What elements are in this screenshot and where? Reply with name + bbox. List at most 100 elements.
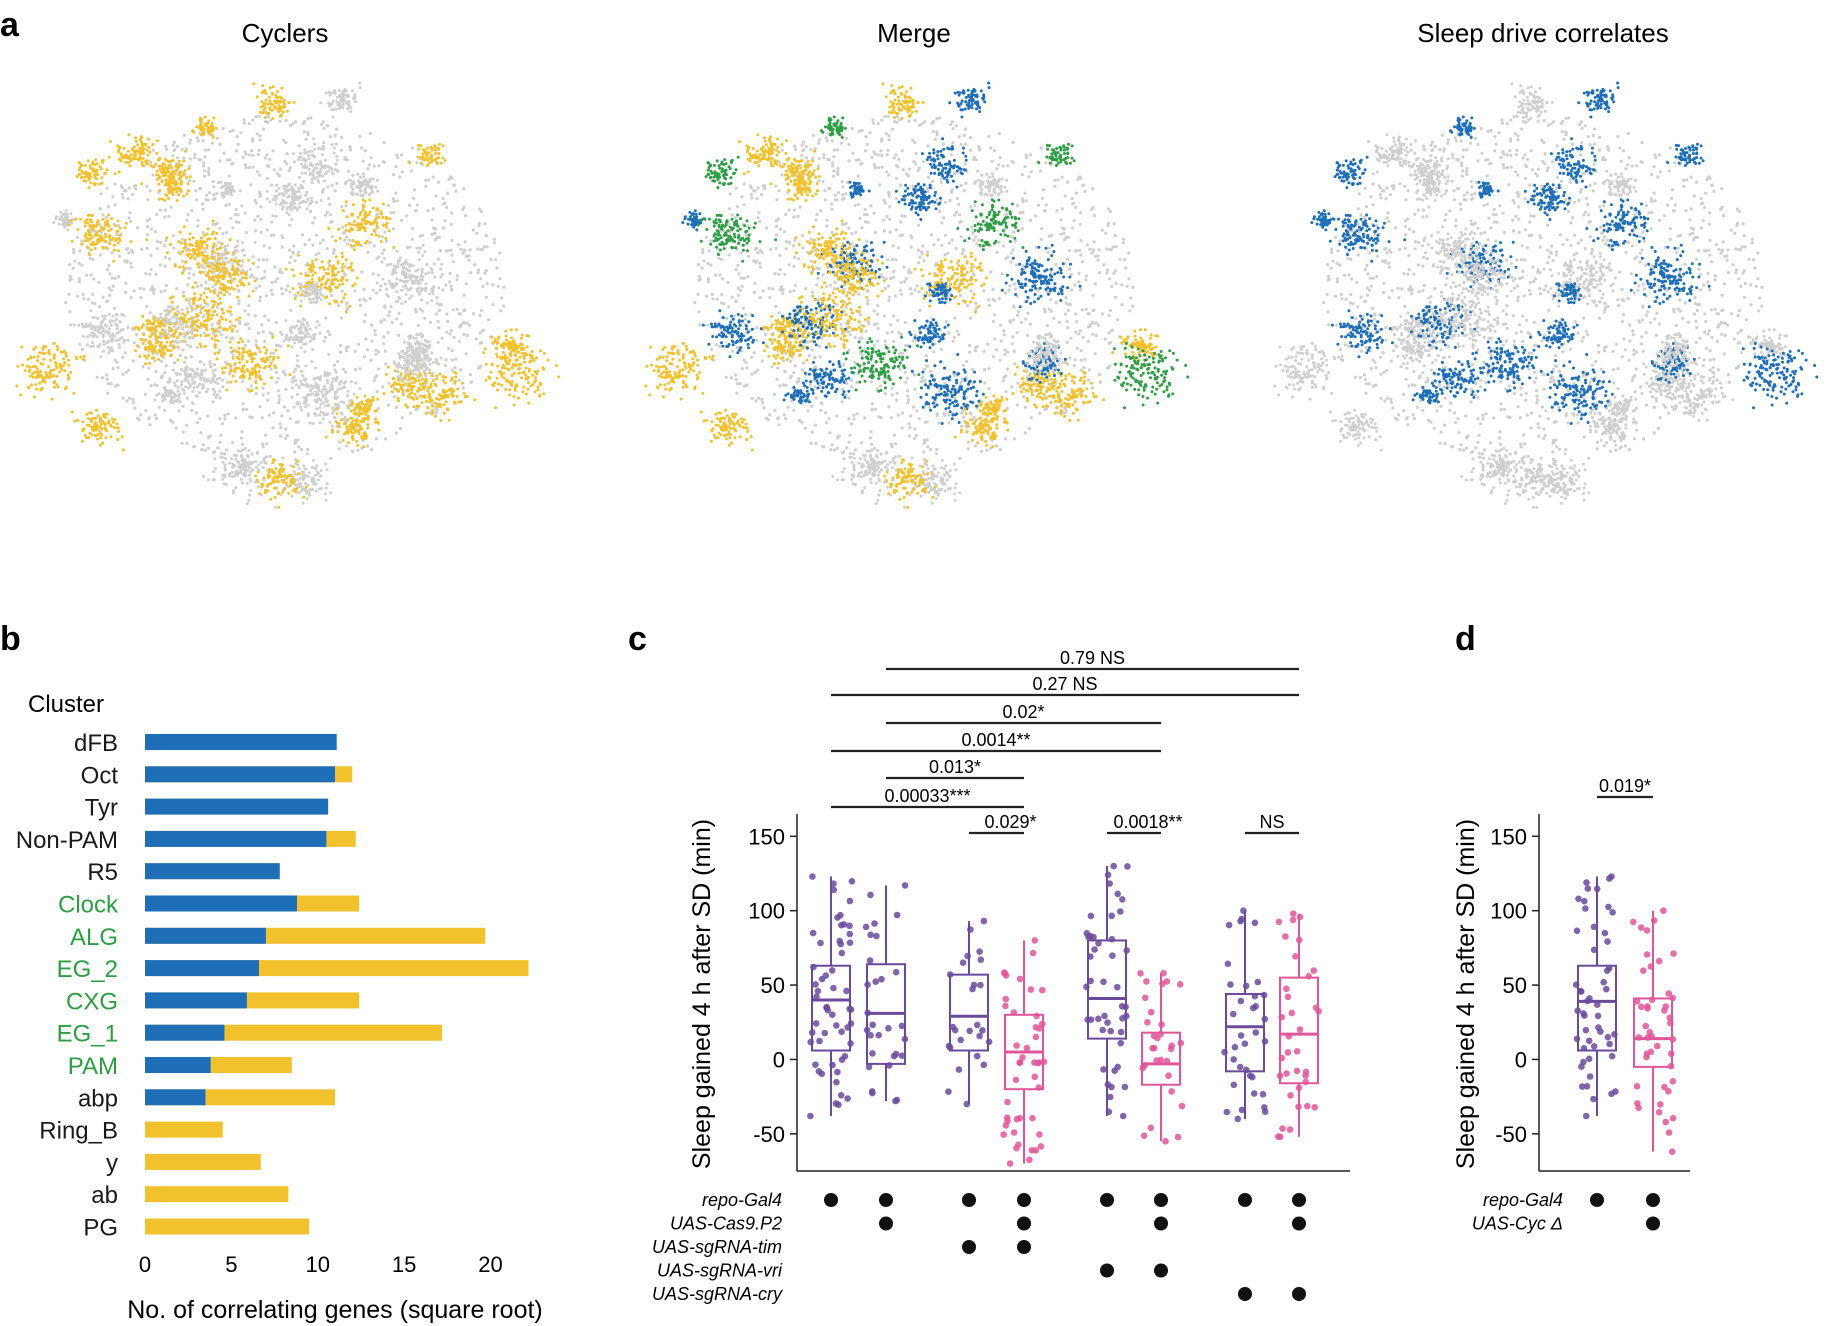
data-point (818, 975, 826, 983)
box (811, 964, 851, 1052)
x-tick-label: 5 (225, 1252, 237, 1277)
data-point (1661, 1007, 1668, 1014)
bar-sleep-correlates (145, 830, 327, 847)
comparison-label: 0.00033*** (884, 786, 970, 806)
data-point (1595, 1024, 1602, 1031)
data-point (838, 1028, 845, 1035)
data-point (1003, 1114, 1011, 1121)
data-point (1252, 1029, 1260, 1036)
cluster-label: Ring_B (39, 1118, 118, 1145)
data-point (890, 1052, 898, 1060)
data-point (1284, 993, 1292, 1001)
bar-cyclers (145, 1121, 223, 1138)
data-point (1084, 1016, 1091, 1023)
data-point (1311, 1104, 1318, 1111)
data-point (1000, 1131, 1007, 1138)
data-point (1104, 871, 1112, 879)
data-point (1001, 970, 1008, 977)
data-point (1238, 915, 1245, 923)
data-point (976, 948, 983, 955)
data-point (1147, 1124, 1155, 1132)
data-point (973, 1021, 981, 1029)
panel-c-y-axis-label: Sleep gained 4 h after SD (min) (688, 819, 716, 1169)
data-point (816, 1037, 823, 1045)
bar-sleep-correlates (145, 734, 337, 750)
data-point (834, 914, 841, 921)
data-point (873, 932, 880, 940)
y-tick-label: 100 (748, 899, 785, 924)
data-point (1293, 1067, 1301, 1075)
data-point (1582, 1112, 1590, 1120)
data-point (1035, 1059, 1043, 1066)
tsne-sleep-plot (1273, 81, 1819, 509)
data-point (985, 1038, 993, 1046)
data-point (1590, 1043, 1598, 1050)
bar-sleep-correlates (145, 1089, 206, 1106)
data-point (872, 978, 879, 985)
data-point (1572, 981, 1580, 988)
data-point (1643, 951, 1651, 958)
data-point (846, 922, 853, 930)
data-point (846, 897, 854, 905)
data-point (1023, 1044, 1031, 1052)
data-point (843, 987, 850, 995)
data-point (1012, 1076, 1020, 1084)
data-point (1230, 1081, 1238, 1089)
genotype-label: UAS-Cyc Δ (1472, 1214, 1563, 1234)
box (949, 973, 989, 1052)
data-point (1638, 1003, 1645, 1011)
data-point (977, 981, 984, 989)
data-point (1650, 917, 1658, 924)
genotype-dot (1238, 1193, 1252, 1207)
comparison-label: 0.0014** (961, 730, 1030, 750)
data-point (1140, 1132, 1148, 1139)
data-point (1119, 1015, 1126, 1022)
data-point (957, 1036, 964, 1044)
y-tick-label: 100 (1490, 899, 1527, 924)
x-tick-label: 10 (305, 1252, 329, 1277)
data-point (1243, 1066, 1250, 1074)
data-point (1585, 1055, 1593, 1063)
data-point (1108, 1083, 1115, 1091)
data-point (1665, 1088, 1672, 1095)
data-point (1121, 1083, 1129, 1091)
data-point (1142, 994, 1149, 1002)
data-point (976, 1032, 983, 1040)
data-point (1087, 912, 1095, 920)
cluster-label: PG (83, 1215, 118, 1242)
data-point (1584, 997, 1591, 1005)
data-point (1655, 1109, 1663, 1116)
data-point (1604, 1033, 1612, 1041)
data-point (809, 929, 817, 937)
data-point (963, 1100, 971, 1108)
data-point (1105, 1108, 1113, 1116)
data-point (1609, 909, 1616, 916)
data-point (1029, 949, 1037, 957)
data-point (901, 882, 909, 889)
data-point (1143, 978, 1150, 985)
data-point (812, 1061, 819, 1068)
data-point (1665, 990, 1672, 997)
data-point (1662, 1118, 1669, 1126)
data-point (814, 987, 822, 995)
data-point (955, 1066, 963, 1073)
data-point (1655, 957, 1663, 965)
data-point (885, 1025, 892, 1032)
data-point (838, 1056, 846, 1063)
data-point (1083, 983, 1090, 991)
data-point (893, 911, 901, 919)
data-point (1279, 1125, 1286, 1132)
data-point (1168, 1042, 1175, 1049)
data-point (807, 1038, 814, 1046)
data-point (840, 921, 848, 928)
data-point (1004, 1098, 1011, 1106)
cluster-label: abp (78, 1085, 118, 1112)
data-point (846, 939, 854, 946)
data-point (1027, 986, 1035, 993)
data-point (1593, 885, 1601, 893)
data-point (1002, 995, 1010, 1003)
data-point (830, 886, 838, 894)
panel-d-label: d (1455, 620, 1476, 658)
comparison-label: 0.0018** (1113, 812, 1182, 832)
